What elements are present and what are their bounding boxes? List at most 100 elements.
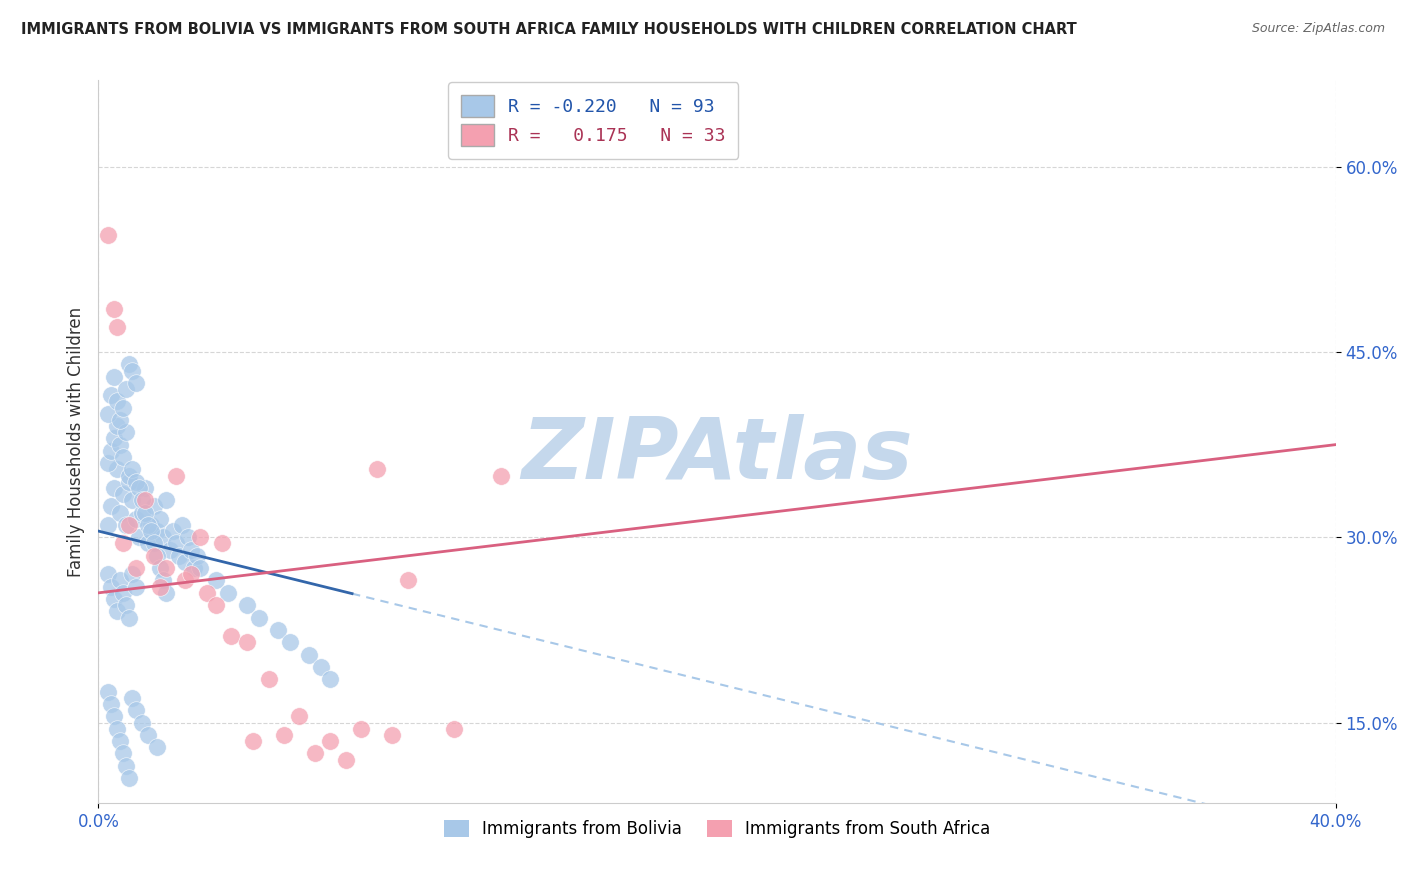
Immigrants from South Africa [489,468,512,483]
Immigrants from Bolivia [112,401,135,415]
Immigrants from Bolivia [115,425,138,440]
Immigrants from South Africa [211,536,233,550]
Immigrants from Bolivia [146,740,169,755]
Immigrants from Bolivia [247,610,270,624]
Immigrants from Bolivia [190,561,212,575]
Immigrants from South Africa [180,567,202,582]
Immigrants from Bolivia [131,506,153,520]
Immigrants from Bolivia [118,771,141,785]
Immigrants from Bolivia [103,369,125,384]
Immigrants from Bolivia [174,555,197,569]
Immigrants from South Africa [304,747,326,761]
Immigrants from Bolivia [131,493,153,508]
Immigrants from Bolivia [112,487,135,501]
Immigrants from Bolivia [105,462,128,476]
Immigrants from Bolivia [139,524,162,538]
Immigrants from Bolivia [167,549,190,563]
Immigrants from Bolivia [118,610,141,624]
Immigrants from Bolivia [236,598,259,612]
Immigrants from Bolivia [105,394,128,409]
Immigrants from Bolivia [97,407,120,421]
Immigrants from South Africa [205,598,228,612]
Immigrants from Bolivia [143,500,166,514]
Immigrants from Bolivia [146,524,169,538]
Immigrants from Bolivia [124,580,146,594]
Immigrants from Bolivia [118,357,141,371]
Immigrants from Bolivia [217,586,239,600]
Immigrants from Bolivia [136,536,159,550]
Immigrants from South Africa [174,574,197,588]
Text: ZIPAtlas: ZIPAtlas [522,415,912,498]
Immigrants from South Africa [143,549,166,563]
Immigrants from South Africa [242,734,264,748]
Immigrants from Bolivia [149,512,172,526]
Immigrants from Bolivia [112,450,135,464]
Immigrants from Bolivia [100,697,122,711]
Immigrants from South Africa [236,635,259,649]
Immigrants from Bolivia [105,419,128,434]
Immigrants from Bolivia [139,517,162,532]
Immigrants from South Africa [103,301,125,316]
Immigrants from Bolivia [112,586,135,600]
Immigrants from Bolivia [121,363,143,377]
Immigrants from Bolivia [108,506,131,520]
Immigrants from Bolivia [103,592,125,607]
Immigrants from Bolivia [267,623,290,637]
Immigrants from Bolivia [143,536,166,550]
Immigrants from Bolivia [146,549,169,563]
Immigrants from Bolivia [205,574,228,588]
Immigrants from South Africa [165,468,187,483]
Immigrants from Bolivia [115,382,138,396]
Immigrants from South Africa [257,673,280,687]
Immigrants from Bolivia [162,524,184,538]
Immigrants from Bolivia [152,574,174,588]
Immigrants from Bolivia [121,690,143,705]
Immigrants from Bolivia [100,388,122,402]
Immigrants from South Africa [134,493,156,508]
Immigrants from Bolivia [278,635,301,649]
Legend: Immigrants from Bolivia, Immigrants from South Africa: Immigrants from Bolivia, Immigrants from… [437,814,997,845]
Immigrants from South Africa [221,629,243,643]
Immigrants from Bolivia [97,567,120,582]
Immigrants from Bolivia [177,530,200,544]
Immigrants from Bolivia [108,437,131,451]
Immigrants from South Africa [335,753,357,767]
Immigrants from Bolivia [319,673,342,687]
Immigrants from Bolivia [115,758,138,772]
Immigrants from South Africa [443,722,465,736]
Immigrants from Bolivia [128,481,150,495]
Immigrants from Bolivia [115,598,138,612]
Immigrants from South Africa [97,227,120,242]
Immigrants from Bolivia [121,567,143,582]
Immigrants from Bolivia [124,376,146,390]
Immigrants from Bolivia [131,715,153,730]
Immigrants from South Africa [319,734,342,748]
Immigrants from Bolivia [108,734,131,748]
Immigrants from Bolivia [124,475,146,489]
Immigrants from Bolivia [180,542,202,557]
Immigrants from Bolivia [165,536,187,550]
Immigrants from South Africa [124,561,146,575]
Immigrants from Bolivia [155,493,177,508]
Text: Source: ZipAtlas.com: Source: ZipAtlas.com [1251,22,1385,36]
Immigrants from Bolivia [97,684,120,698]
Immigrants from Bolivia [105,722,128,736]
Immigrants from Bolivia [159,542,181,557]
Immigrants from Bolivia [97,517,120,532]
Immigrants from Bolivia [108,413,131,427]
Immigrants from Bolivia [100,500,122,514]
Immigrants from Bolivia [103,432,125,446]
Immigrants from South Africa [112,536,135,550]
Immigrants from Bolivia [124,703,146,717]
Immigrants from South Africa [350,722,373,736]
Immigrants from Bolivia [134,481,156,495]
Immigrants from Bolivia [105,604,128,618]
Immigrants from South Africa [105,320,128,334]
Immigrants from Bolivia [124,512,146,526]
Immigrants from Bolivia [108,574,131,588]
Text: IMMIGRANTS FROM BOLIVIA VS IMMIGRANTS FROM SOUTH AFRICA FAMILY HOUSEHOLDS WITH C: IMMIGRANTS FROM BOLIVIA VS IMMIGRANTS FR… [21,22,1077,37]
Y-axis label: Family Households with Children: Family Households with Children [66,307,84,576]
Immigrants from Bolivia [298,648,321,662]
Immigrants from South Africa [381,728,404,742]
Immigrants from Bolivia [152,530,174,544]
